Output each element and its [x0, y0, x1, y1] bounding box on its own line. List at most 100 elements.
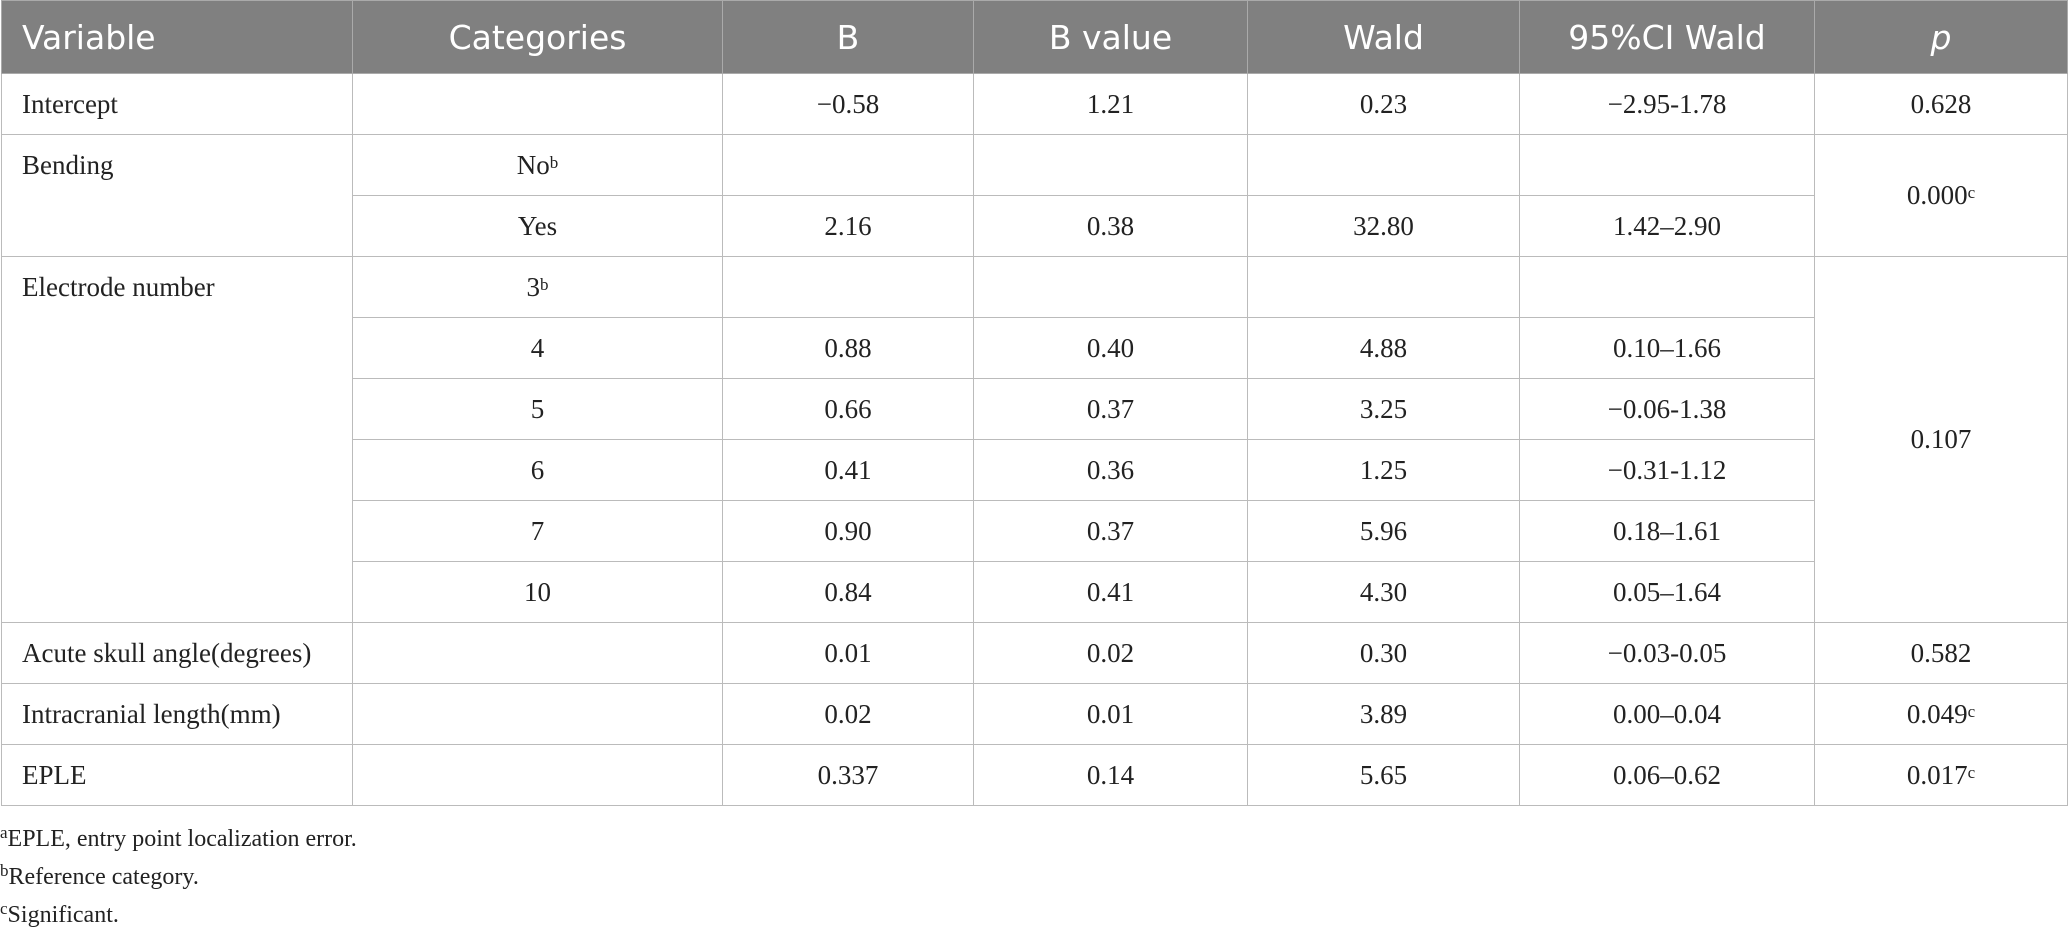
table-row: 5 0.66 0.37 3.25 −0.06-1.38	[2, 378, 2068, 440]
category-cell: 3b	[352, 256, 723, 318]
b-value-cell: 0.36	[973, 439, 1248, 501]
footnote: cSignificant.	[0, 896, 2068, 934]
superscript: b	[0, 861, 9, 880]
ci-cell	[1519, 134, 1815, 196]
category-cell: Yes	[352, 195, 723, 257]
ci-cell: 0.06–0.62	[1519, 744, 1815, 806]
cell-text: 0.000	[1906, 180, 1968, 210]
wald-cell: 4.88	[1247, 317, 1520, 379]
p-cell: 0.017c	[1814, 744, 2068, 806]
ci-cell: −0.31-1.12	[1519, 439, 1815, 501]
p-cell: 0.000c	[1814, 134, 2068, 257]
ci-cell: 0.00–0.04	[1519, 683, 1815, 745]
ci-cell: −2.95-1.78	[1519, 73, 1815, 135]
b-value-cell: 0.01	[973, 683, 1248, 745]
b-value-cell: 0.41	[973, 561, 1248, 623]
superscript: c	[1967, 701, 1976, 721]
column-header: 95%CI Wald	[1519, 0, 1815, 74]
table-row: Electrode number 3b 0.107	[1, 256, 2068, 623]
column-header: B value	[973, 0, 1248, 74]
table-row: 10 0.84 0.41 4.30 0.05–1.64	[2, 561, 2068, 623]
b-cell: 0.66	[722, 378, 974, 440]
footnote-text: EPLE, entry point localization error.	[7, 826, 357, 852]
superscript: c	[0, 899, 8, 918]
b-cell	[722, 256, 974, 318]
variable-cell: Electrode number	[1, 256, 353, 623]
b-value-cell: 0.37	[973, 500, 1248, 562]
variable-cell: Intercept	[1, 73, 353, 135]
wald-cell: 5.65	[1247, 744, 1520, 806]
category-cell: 10	[352, 561, 723, 623]
ci-cell: −0.06-1.38	[1519, 378, 1815, 440]
ci-cell: 0.05–1.64	[1519, 561, 1815, 623]
results-table: Variable Categories B B value Wald 95%CI Wald…	[1, 0, 2068, 806]
table-row: Bending Nob 0.000c	[1, 134, 2068, 257]
wald-cell: 0.30	[1247, 622, 1520, 684]
variable-cell: Intracranial length(mm)	[1, 683, 353, 745]
superscript: b	[549, 152, 559, 172]
b-value-cell: 0.38	[973, 195, 1248, 257]
b-value-cell	[973, 134, 1248, 196]
b-cell: 0.337	[722, 744, 974, 806]
wald-cell: 1.25	[1247, 439, 1520, 501]
b-cell: 2.16	[722, 195, 974, 257]
category-cell: 6	[352, 439, 723, 501]
ci-cell: 1.42–2.90	[1519, 195, 1815, 257]
column-header: p	[1814, 0, 2068, 74]
b-cell: −0.58	[722, 73, 974, 135]
table-body: Intercept −0.58 1.21 0.23 −2.95-1.78 0.628 Ben…	[1, 73, 2068, 806]
footnote: bReference category.	[0, 858, 2068, 896]
superscript: b	[540, 274, 549, 294]
superscript: c	[1967, 183, 1976, 202]
category-cell	[352, 683, 723, 745]
b-cell: 0.88	[722, 317, 974, 379]
wald-cell: 3.25	[1247, 378, 1520, 440]
ci-cell: 0.18–1.61	[1519, 500, 1815, 562]
b-cell: 0.01	[722, 622, 974, 684]
variable-cell: Bending	[1, 134, 353, 257]
category-cell	[352, 622, 723, 684]
category-cell	[352, 744, 723, 806]
table-row: Acute skull angle(degrees) 0.01 0.02 0.30 −0…	[1, 622, 2068, 684]
footnote-text: Significant.	[7, 902, 119, 928]
wald-cell	[1247, 256, 1520, 318]
footnotes: aEPLE, entry point localization error. bR…	[0, 820, 2068, 934]
b-cell	[722, 134, 974, 196]
b-value-cell	[973, 256, 1248, 318]
variable-cell: Acute skull angle(degrees)	[1, 622, 353, 684]
wald-cell: 0.23	[1247, 73, 1520, 135]
ci-cell: 0.10–1.66	[1519, 317, 1815, 379]
p-cell: 0.049c	[1814, 683, 2068, 745]
p-cell: 0.582	[1814, 622, 2068, 684]
wald-cell: 4.30	[1247, 561, 1520, 623]
category-cell: 4	[352, 317, 723, 379]
wald-cell: 5.96	[1247, 500, 1520, 562]
cell-text: No	[516, 149, 550, 180]
column-header: Categories	[352, 0, 723, 74]
table-row: EPLE 0.337 0.14 5.65 0.06–0.62 0.017c	[1, 744, 2068, 806]
wald-cell	[1247, 134, 1520, 196]
b-cell: 0.90	[722, 500, 974, 562]
b-value-cell: 0.40	[973, 317, 1248, 379]
footnote-text: Reference category.	[8, 864, 199, 890]
category-cell	[352, 73, 723, 135]
table-row: Intracranial length(mm) 0.02 0.01 3.89 0.00–…	[1, 683, 2068, 745]
wald-cell: 3.89	[1247, 683, 1520, 745]
column-header: Variable	[1, 0, 353, 74]
column-header: Wald	[1247, 0, 1520, 74]
column-header: B	[722, 0, 974, 74]
b-cell: 0.84	[722, 561, 974, 623]
category-cell: Nob	[352, 134, 723, 196]
b-cell: 0.02	[722, 683, 974, 745]
table-row: 6 0.41 0.36 1.25 −0.31-1.12	[2, 439, 2068, 501]
p-cell: 0.628	[1814, 73, 2068, 135]
ci-cell: −0.03-0.05	[1519, 622, 1815, 684]
category-cell: 7	[352, 500, 723, 562]
wald-cell: 32.80	[1247, 195, 1520, 257]
table-row: Intercept −0.58 1.21 0.23 −2.95-1.78 0.628	[1, 73, 2068, 135]
b-value-cell: 0.37	[973, 378, 1248, 440]
p-cell: 0.107	[1814, 256, 2068, 623]
variable-cell: EPLE	[1, 744, 353, 806]
cell-text: 0.049	[1906, 698, 1968, 729]
